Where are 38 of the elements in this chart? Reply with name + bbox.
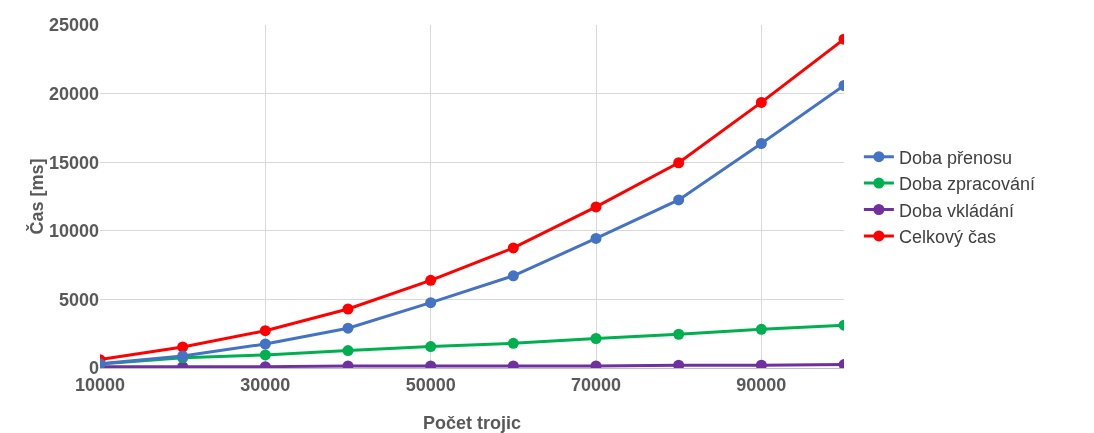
point <box>673 157 685 169</box>
point <box>342 303 354 315</box>
x-axis-title: Počet trojic <box>422 413 522 433</box>
point <box>425 341 437 353</box>
point <box>755 96 767 108</box>
y-tick-label: 25000 <box>48 15 99 36</box>
point <box>507 270 519 282</box>
point <box>755 323 767 335</box>
point <box>342 322 354 334</box>
legend-label: Doba vkládání <box>898 200 1014 221</box>
x-tick-label: 50000 <box>405 374 456 395</box>
y-tick-label: 15000 <box>48 152 99 173</box>
point <box>755 359 767 368</box>
point <box>590 201 602 213</box>
y-tick-label: 20000 <box>48 83 99 104</box>
legend-label: Celkový čas <box>898 226 996 247</box>
point <box>673 359 685 368</box>
point <box>507 242 519 254</box>
point <box>673 328 685 340</box>
point <box>425 297 437 309</box>
point <box>755 138 767 150</box>
point <box>342 345 354 357</box>
y-tick-label: 10000 <box>48 221 99 242</box>
point <box>590 333 602 344</box>
point <box>673 194 685 206</box>
point <box>259 349 271 361</box>
y-axis-title: Čas [ms] <box>25 158 47 235</box>
legend-label: Doba zpracování <box>898 174 1035 195</box>
point <box>259 338 271 350</box>
x-tick-label: 30000 <box>240 374 291 395</box>
point <box>507 337 519 349</box>
point <box>425 274 437 286</box>
x-tick-label: 90000 <box>736 374 787 395</box>
point <box>590 232 602 244</box>
point <box>259 325 271 337</box>
y-tick-label: 5000 <box>58 289 99 310</box>
legend-label: Doba přenosu <box>898 147 1012 168</box>
x-tick-label: 70000 <box>570 374 622 395</box>
